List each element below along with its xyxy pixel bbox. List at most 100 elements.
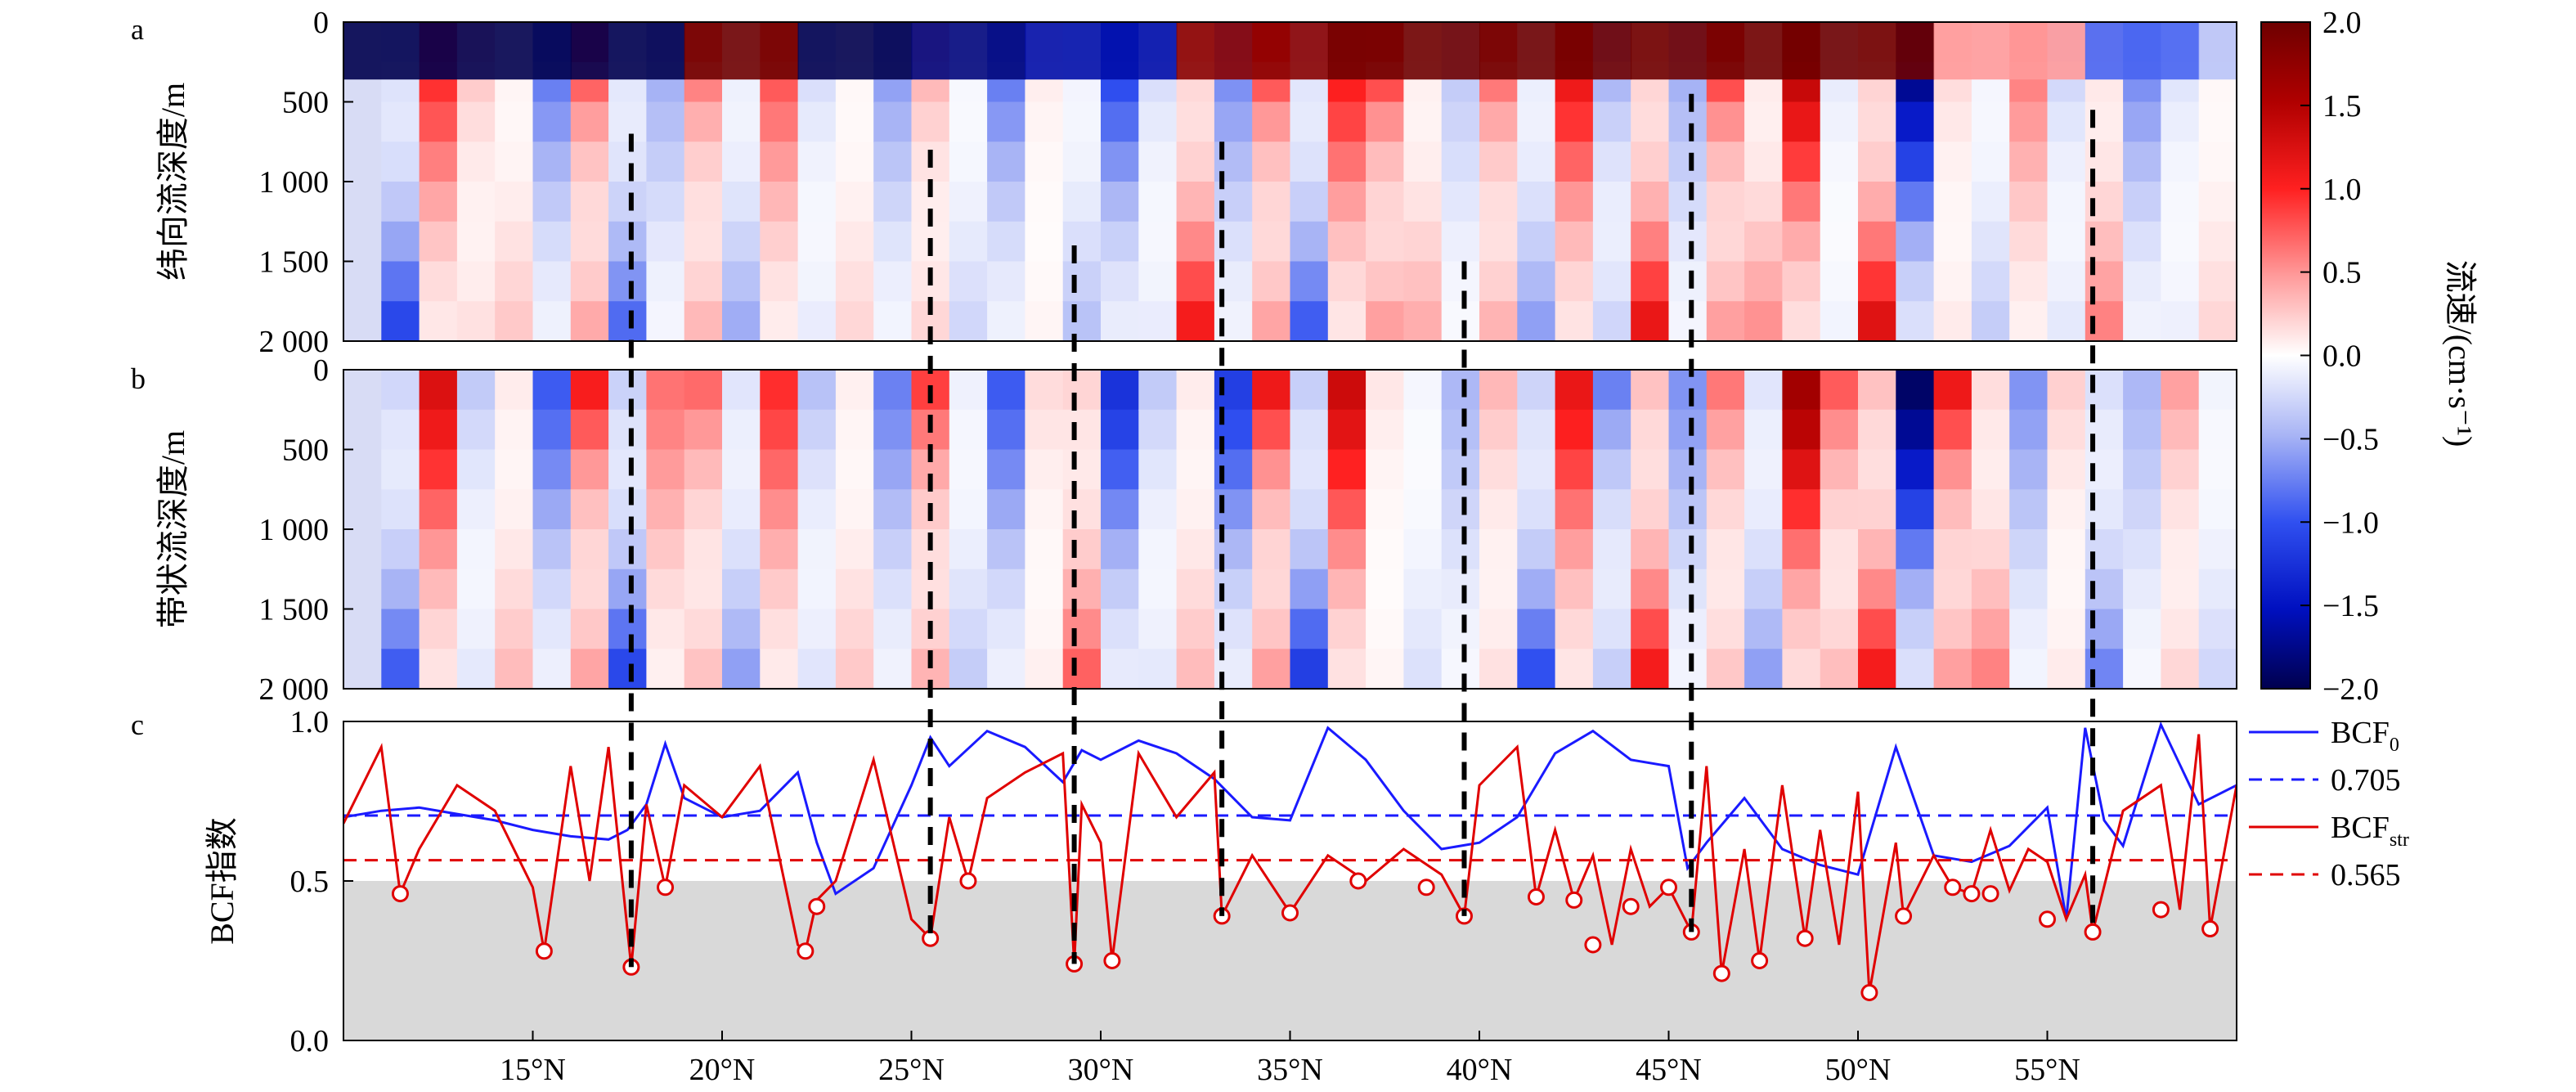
heatmap-cell [1858, 609, 1897, 650]
bcf-marker [2152, 901, 2170, 919]
heatmap-cell [1138, 449, 1178, 491]
heatmap-cell [911, 101, 950, 143]
heatmap-cell [608, 182, 648, 222]
heatmap-cell [1290, 409, 1329, 451]
bcf-marker [1796, 929, 1814, 947]
heatmap-cell [2009, 489, 2049, 530]
heatmap-cell [608, 609, 648, 650]
heatmap-cell [570, 529, 610, 570]
heatmap-cell [1555, 142, 1594, 182]
heatmap-cell [1933, 182, 1972, 222]
heatmap-cell [1631, 489, 1670, 530]
heatmap-cell [2198, 142, 2237, 182]
heatmap-cell [1933, 101, 1972, 143]
heatmap-cell [646, 609, 685, 650]
heatmap-cell [608, 261, 648, 303]
heatmap-cell [2009, 101, 2049, 143]
heatmap-cell [1744, 221, 1784, 263]
heatmap-cell [1555, 529, 1594, 570]
heatmap-cell [722, 609, 761, 650]
heatmap-cell [2161, 449, 2200, 491]
heatmap-cell [1252, 221, 1291, 263]
heatmap-cell [646, 301, 685, 341]
heatmap-cell [532, 609, 572, 650]
heatmap-cell [1479, 449, 1519, 491]
heatmap-cell [1252, 182, 1291, 222]
heatmap-cell [949, 182, 989, 222]
surface-band [1176, 22, 1329, 80]
heatmap-cell [835, 449, 875, 491]
heatmap-cell [1933, 301, 1972, 341]
heatmap-cell [1631, 568, 1670, 610]
heatmap-cell [495, 101, 534, 143]
heatmap-cell [949, 370, 989, 411]
bcf-marker [1660, 879, 1677, 897]
heatmap-cell [1858, 489, 1897, 530]
heatmap-b [343, 370, 2237, 689]
heatmap-cell [1062, 609, 1102, 650]
heatmap-cell [419, 568, 458, 610]
heatmap-cell [532, 489, 572, 530]
heatmap-cell [1782, 301, 1821, 341]
heatmap-cell [1971, 301, 2011, 341]
heatmap-cell [608, 529, 648, 570]
heatmap-cell [2047, 649, 2086, 689]
heatmap-cell [1592, 568, 1632, 610]
heatmap-cell [2009, 449, 2049, 491]
surface-band [1025, 22, 1178, 80]
heatmap-cell [1366, 409, 1405, 451]
heatmap-cell [722, 489, 761, 530]
heatmap-cell [1858, 370, 1897, 411]
heatmap-cell [1896, 101, 1935, 143]
heatmap-cell [2009, 529, 2049, 570]
heatmap-cell [608, 142, 648, 182]
heatmap-cell [1820, 261, 1859, 303]
heatmap-cell [2161, 301, 2200, 341]
heatmap-cell [873, 261, 913, 303]
heatmap-cell [1101, 142, 1140, 182]
heatmap-cell [1706, 261, 1746, 303]
heatmap-cell [760, 609, 799, 650]
heatmap-cell [532, 101, 572, 143]
heatmap-cell [949, 301, 989, 341]
heatmap-cell [1025, 142, 1064, 182]
heatmap-cell [2123, 609, 2162, 650]
heatmap-cell [570, 101, 610, 143]
heatmap-cell [987, 142, 1026, 182]
heatmap-cell [532, 449, 572, 491]
heatmap-cell [2047, 221, 2086, 263]
heatmap-cell [1706, 370, 1746, 411]
heatmap-cell [1555, 609, 1594, 650]
heatmap-cell [760, 101, 799, 143]
heatmap-cell [1592, 649, 1632, 689]
heatmap-cell [1176, 609, 1215, 650]
heatmap-cell [608, 301, 648, 341]
heatmap-cell [1025, 568, 1064, 610]
heatmap-cell [1668, 182, 1708, 222]
heatmap-cell [419, 370, 458, 411]
heatmap-cell [949, 261, 989, 303]
heatmap-cell [1327, 449, 1367, 491]
heatmap-cell [570, 449, 610, 491]
x-axis-ticks: 15°N 20°N 25°N 30°N 35°N 40°N 45°N 50°N 55°N [500, 1031, 2080, 1087]
heatmap-cell [1025, 261, 1064, 303]
heatmap-cell [495, 489, 534, 530]
heatmap-cell [1668, 261, 1708, 303]
heatmap-cell [1631, 142, 1670, 182]
heatmap-cell [987, 370, 1026, 411]
x-tick-label: 50°N [1825, 1053, 1892, 1087]
bcf-marker [2039, 910, 2056, 928]
heatmap-cell [1744, 489, 1784, 530]
heatmap-cell [1366, 649, 1405, 689]
heatmap-cell [1366, 529, 1405, 570]
heatmap-cell [1479, 609, 1519, 650]
y-tick-label: 0.0 [290, 1024, 330, 1058]
heatmap-cell [1403, 449, 1443, 491]
heatmap-cell [2198, 182, 2237, 222]
colorbar-tick-label: −1.5 [2322, 589, 2379, 623]
heatmap-cell [1933, 449, 1972, 491]
heatmap-cell [1025, 409, 1064, 451]
heatmap-cell [1252, 649, 1291, 689]
heatmap-cell [646, 101, 685, 143]
heatmap-cell [2161, 261, 2200, 303]
